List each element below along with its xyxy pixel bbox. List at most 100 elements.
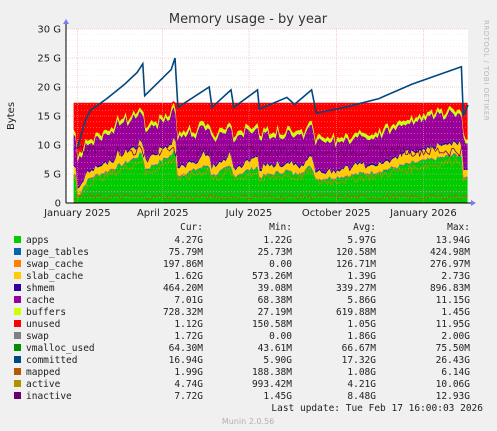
legend-value-min: 1.22G <box>263 235 292 246</box>
legend-value-avg: 8.48G <box>347 391 376 402</box>
legend-value-min: 150.58M <box>252 319 292 330</box>
legend-value-avg: 339.27M <box>336 283 376 294</box>
legend-value-avg: 17.32G <box>342 355 377 366</box>
legend-value-cur: 4.27G <box>174 235 203 246</box>
x-tick-label: January 2026 <box>389 208 457 219</box>
legend-value-avg: 66.67M <box>342 343 377 354</box>
legend-label: slab_cache <box>26 271 83 282</box>
legend-value-avg: 5.86G <box>347 295 376 306</box>
committed-line <box>76 57 469 149</box>
legend-value-max: 13.94G <box>436 235 471 246</box>
chart-title: Memory usage - by year <box>169 12 328 27</box>
legend-column-header: Avg: <box>353 222 376 233</box>
legend-swatch <box>14 320 21 327</box>
legend-value-cur: 1.62G <box>174 271 203 282</box>
legend-value-avg: 126.71M <box>336 259 376 270</box>
legend-value-avg: 5.97G <box>347 235 376 246</box>
legend-value-cur: 16.94G <box>169 355 204 366</box>
legend-value-avg: 1.86G <box>347 331 376 342</box>
y-ticks: 0 5 G 10 G 15 G 20 G 25 G 30 G <box>37 25 61 210</box>
y-axis-label: Bytes <box>6 102 17 130</box>
legend-label: inactive <box>26 391 72 402</box>
legend-label: unused <box>26 319 60 330</box>
legend-column-header: Min: <box>269 222 292 233</box>
y-tick-label: 0 <box>55 199 61 210</box>
legend-value-min: 25.73M <box>258 247 293 258</box>
legend-value-avg: 4.21G <box>347 379 376 390</box>
legend-label: mapped <box>26 367 60 378</box>
legend-value-min: 993.42M <box>252 379 292 390</box>
legend-value-cur: 197.86M <box>163 259 203 270</box>
legend-value-min: 39.08M <box>258 283 293 294</box>
legend-value-max: 424.98M <box>430 247 470 258</box>
legend-value-min: 188.38M <box>252 367 292 378</box>
y-tick-label: 15 G <box>37 112 61 123</box>
area-unused <box>73 101 468 159</box>
legend-value-avg: 1.39G <box>347 271 376 282</box>
series-committed-path <box>76 57 469 149</box>
legend-label: apps <box>26 235 49 246</box>
legend-value-max: 12.93G <box>436 391 471 402</box>
legend-value-cur: 728.32M <box>163 307 203 318</box>
legend-value-min: 1.45G <box>263 391 292 402</box>
legend-value-min: 68.38M <box>258 295 293 306</box>
last-update: Last update: Tue Feb 17 16:00:03 2026 <box>271 403 483 414</box>
legend-value-avg: 619.88M <box>336 307 376 318</box>
y-tick-label: 20 G <box>37 83 61 94</box>
legend-swatch <box>14 380 21 387</box>
legend-value-avg: 1.05G <box>347 319 376 330</box>
legend-label: swap <box>26 331 49 342</box>
y-tick-label: 5 G <box>44 170 61 181</box>
legend-swatch <box>14 368 21 375</box>
legend-value-min: 573.26M <box>252 271 292 282</box>
legend-header: Cur: Min: Avg: Max: <box>180 222 470 233</box>
x-ticks: January 2025 April 2025 July 2025 October 2… <box>43 208 457 219</box>
y-tick-label: 10 G <box>37 141 61 152</box>
legend-label: committed <box>26 355 77 366</box>
legend-swatch <box>14 248 21 255</box>
legend-value-max: 10.06G <box>436 379 471 390</box>
munin-version: Munin 2.0.56 <box>222 417 274 426</box>
legend-label: cache <box>26 295 55 306</box>
stacked-areas <box>73 101 468 203</box>
legend-label: active <box>26 379 61 390</box>
x-tick-label: October 2025 <box>302 208 371 219</box>
legend-column-header: Cur: <box>180 222 203 233</box>
line-inactive <box>73 143 468 158</box>
legend-swatch <box>14 356 21 363</box>
legend-value-cur: 1.99G <box>174 367 203 378</box>
legend-label: swap_cache <box>26 259 83 270</box>
legend-value-max: 2.00G <box>441 331 470 342</box>
legend-value-max: 11.95G <box>436 319 471 330</box>
legend-value-cur: 7.01G <box>174 295 203 306</box>
legend-value-cur: 464.20M <box>163 283 203 294</box>
legend-swatch <box>14 296 21 303</box>
legend-value-max: 6.14G <box>441 367 470 378</box>
legend-value-min: 43.61M <box>258 343 293 354</box>
legend-swatch <box>14 392 21 399</box>
legend-value-max: 11.15G <box>436 295 471 306</box>
legend-value-max: 1.45G <box>441 307 470 318</box>
x-tick-label: January 2025 <box>43 208 111 219</box>
legend-value-cur: 7.72G <box>174 391 203 402</box>
legend-value-cur: 1.72G <box>174 331 203 342</box>
legend-label: shmem <box>26 283 55 294</box>
legend-value-avg: 120.58M <box>336 247 376 258</box>
legend-value-min: 0.00 <box>269 259 292 270</box>
y-tick-label: 30 G <box>37 25 61 36</box>
legend-label: buffers <box>26 307 66 318</box>
axes <box>63 19 476 206</box>
legend-value-cur: 4.74G <box>174 379 203 390</box>
legend-value-min: 5.90G <box>263 355 292 366</box>
legend-value-cur: 64.30M <box>169 343 204 354</box>
grid-lines <box>66 28 468 204</box>
legend-value-max: 2.73G <box>441 271 470 282</box>
area-apps <box>73 150 468 203</box>
legend-value-max: 75.50M <box>436 343 471 354</box>
legend: apps 4.27G 1.22G 5.97G 13.94G page_tables 75.7… <box>14 235 470 402</box>
legend-value-min: 27.19M <box>258 307 293 318</box>
legend-value-max: 896.83M <box>430 283 470 294</box>
line-active <box>73 156 468 199</box>
area-cache <box>73 106 468 187</box>
